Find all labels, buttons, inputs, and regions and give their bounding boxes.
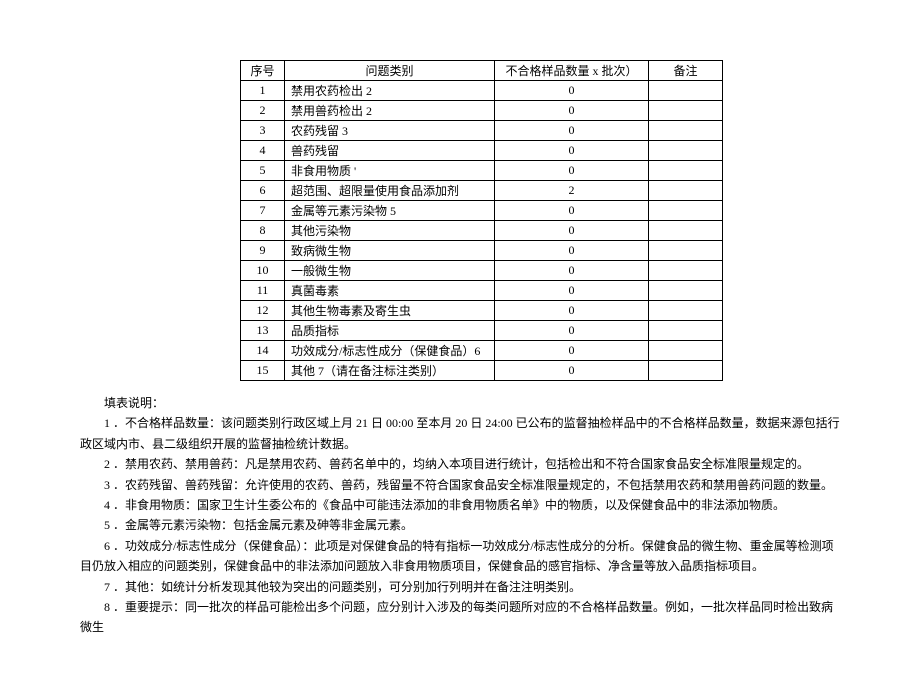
note-item: 4 ．非食用物质：国家卫生计生委公布的《食品中可能违法添加的非食用物质名单》中的…	[80, 495, 840, 515]
cell-seq: 1	[241, 81, 285, 101]
notes-section: 填表说明： 1 ．不合格样品数量：该问题类别行政区域上月 21 日 00:00 …	[80, 393, 840, 638]
cell-count: 0	[495, 201, 649, 221]
note-item: 3 ．农药残留、兽药残留：允许使用的农药、兽药，残留量不符合国家食品安全标准限量…	[80, 475, 840, 495]
cell-seq: 11	[241, 281, 285, 301]
cell-seq: 2	[241, 101, 285, 121]
header-category: 问题类别	[285, 61, 495, 81]
cell-seq: 9	[241, 241, 285, 261]
cell-count: 0	[495, 281, 649, 301]
table-row: 1禁用农药检出 20	[241, 81, 723, 101]
table-row: 7金属等元素污染物 50	[241, 201, 723, 221]
cell-note	[649, 241, 723, 261]
cell-count: 0	[495, 161, 649, 181]
cell-note	[649, 121, 723, 141]
cell-count: 0	[495, 361, 649, 381]
cell-note	[649, 81, 723, 101]
note-item: 1 ．不合格样品数量：该问题类别行政区域上月 21 日 00:00 至本月 20…	[80, 413, 840, 454]
table-row: 2禁用兽药检出 20	[241, 101, 723, 121]
header-count: 不合格样品数量 x 批次）	[495, 61, 649, 81]
cell-count: 0	[495, 261, 649, 281]
cell-seq: 7	[241, 201, 285, 221]
cell-note	[649, 161, 723, 181]
table-row: 6超范围、超限量使用食品添加剂2	[241, 181, 723, 201]
cell-seq: 10	[241, 261, 285, 281]
notes-title: 填表说明：	[80, 393, 840, 413]
cell-note	[649, 301, 723, 321]
cell-category: 禁用农药检出 2	[285, 81, 495, 101]
cell-note	[649, 181, 723, 201]
cell-seq: 3	[241, 121, 285, 141]
cell-note	[649, 141, 723, 161]
cell-category: 真菌毒素	[285, 281, 495, 301]
cell-note	[649, 281, 723, 301]
cell-category: 一般微生物	[285, 261, 495, 281]
cell-note	[649, 341, 723, 361]
table-row: 9致病微生物0	[241, 241, 723, 261]
cell-category: 兽药残留	[285, 141, 495, 161]
cell-note	[649, 221, 723, 241]
table-row: 8其他污染物0	[241, 221, 723, 241]
cell-count: 0	[495, 121, 649, 141]
table-row: 12其他生物毒素及寄生虫0	[241, 301, 723, 321]
table-body: 1禁用农药检出 202禁用兽药检出 203农药残留 304兽药残留05非食用物质…	[241, 81, 723, 381]
cell-seq: 8	[241, 221, 285, 241]
cell-category: 禁用兽药检出 2	[285, 101, 495, 121]
header-seq: 序号	[241, 61, 285, 81]
cell-category: 其他污染物	[285, 221, 495, 241]
cell-category: 功效成分/标志性成分（保健食品）6	[285, 341, 495, 361]
table-row: 14功效成分/标志性成分（保健食品）60	[241, 341, 723, 361]
table-row: 13品质指标0	[241, 321, 723, 341]
cell-count: 2	[495, 181, 649, 201]
cell-count: 0	[495, 241, 649, 261]
cell-seq: 4	[241, 141, 285, 161]
table-row: 15其他 7（请在备注标注类别）0	[241, 361, 723, 381]
cell-count: 0	[495, 81, 649, 101]
cell-note	[649, 201, 723, 221]
cell-category: 品质指标	[285, 321, 495, 341]
cell-count: 0	[495, 341, 649, 361]
cell-note	[649, 101, 723, 121]
cell-count: 0	[495, 101, 649, 121]
cell-count: 0	[495, 141, 649, 161]
notes-body: 1 ．不合格样品数量：该问题类别行政区域上月 21 日 00:00 至本月 20…	[80, 413, 840, 637]
note-item: 2 ．禁用农药、禁用兽药：凡是禁用农药、兽药名单中的，均纳入本项目进行统计，包括…	[80, 454, 840, 474]
cell-category: 其他 7（请在备注标注类别）	[285, 361, 495, 381]
note-item: 8 ．重要提示：同一批次的样品可能检出多个问题，应分别计入涉及的每类问题所对应的…	[80, 597, 840, 638]
cell-category: 致病微生物	[285, 241, 495, 261]
header-note: 备注	[649, 61, 723, 81]
cell-count: 0	[495, 321, 649, 341]
cell-note	[649, 361, 723, 381]
cell-seq: 5	[241, 161, 285, 181]
cell-category: 其他生物毒素及寄生虫	[285, 301, 495, 321]
cell-category: 农药残留 3	[285, 121, 495, 141]
table-row: 11真菌毒素0	[241, 281, 723, 301]
note-item: 5 ．金属等元素污染物：包括金属元素及砷等非金属元素。	[80, 515, 840, 535]
cell-category: 超范围、超限量使用食品添加剂	[285, 181, 495, 201]
cell-seq: 14	[241, 341, 285, 361]
note-item: 6 ．功效成分/标志性成分（保健食品）：此项是对保健食品的特有指标一功效成分/标…	[80, 536, 840, 577]
issue-category-table: 序号 问题类别 不合格样品数量 x 批次） 备注 1禁用农药检出 202禁用兽药…	[240, 60, 723, 381]
cell-note	[649, 321, 723, 341]
note-item: 7 ．其他：如统计分析发现其他较为突出的问题类别，可分别加行列明并在备注注明类别…	[80, 577, 840, 597]
cell-category: 非食用物质 '	[285, 161, 495, 181]
cell-seq: 12	[241, 301, 285, 321]
cell-seq: 13	[241, 321, 285, 341]
cell-seq: 15	[241, 361, 285, 381]
table-row: 10一般微生物0	[241, 261, 723, 281]
table-row: 3农药残留 30	[241, 121, 723, 141]
cell-seq: 6	[241, 181, 285, 201]
cell-count: 0	[495, 301, 649, 321]
cell-note	[649, 261, 723, 281]
table-row: 5非食用物质 '0	[241, 161, 723, 181]
table-header-row: 序号 问题类别 不合格样品数量 x 批次） 备注	[241, 61, 723, 81]
table-row: 4兽药残留0	[241, 141, 723, 161]
cell-category: 金属等元素污染物 5	[285, 201, 495, 221]
cell-count: 0	[495, 221, 649, 241]
